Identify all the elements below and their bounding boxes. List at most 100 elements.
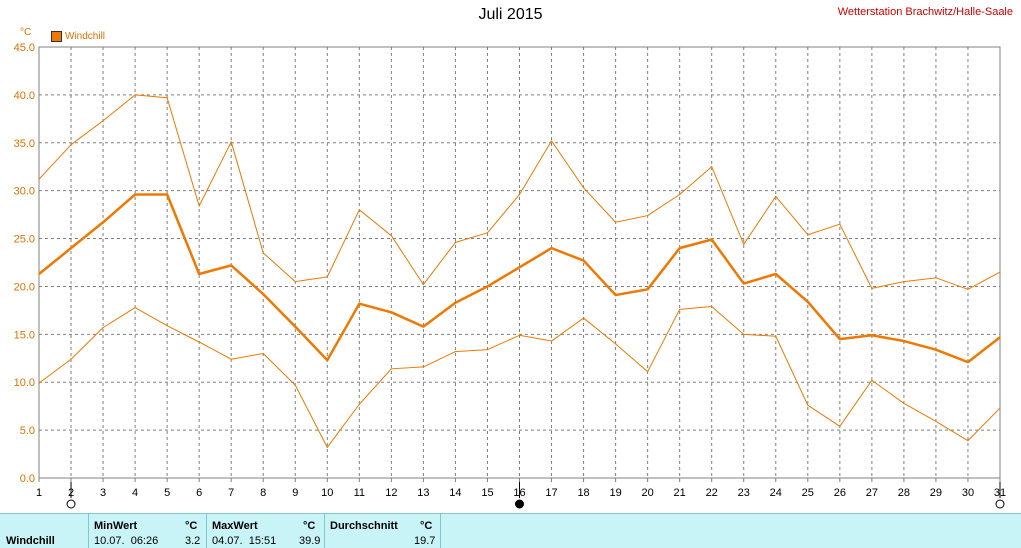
data-point-min [582,317,585,319]
data-point-max [679,193,681,196]
y-tick-label: 10.0 [14,377,35,389]
stats-row-label: Windchill [6,535,55,547]
legend-swatch [51,31,62,42]
data-point-max [839,223,841,225]
data-point-min [486,349,489,351]
data-point-max [615,221,617,223]
x-tick-label: 27 [866,487,878,499]
data-point-max [967,288,969,290]
data-point-avg [294,326,296,328]
data-point-avg [518,266,521,268]
x-tick-label: 6 [196,487,202,499]
avg-unit: °C [420,520,433,532]
data-point-avg [967,361,969,363]
x-tick-label: 9 [292,487,298,499]
data-point-avg [679,247,681,249]
legend-label: Windchill [65,31,106,42]
max-unit: °C [303,520,316,532]
data-point-min [38,382,40,384]
data-point-min [166,325,168,327]
data-point-max [390,235,392,237]
data-point-min [711,305,713,308]
data-point-max [38,178,40,180]
x-tick-label: 24 [770,487,782,499]
data-point-max [647,214,649,217]
data-point-avg [230,264,232,266]
data-point-avg [38,273,40,275]
data-point-avg [486,285,489,288]
data-point-avg [134,193,136,196]
chart-title: Juli 2015 [478,6,543,23]
data-point-min [358,403,360,405]
data-point-avg [326,359,328,361]
table-divider [324,514,325,548]
data-point-min [647,371,649,373]
max-value: 39.9 [299,535,321,547]
chart-grid [39,47,1000,478]
data-point-min [615,343,617,345]
data-point-max [935,277,937,279]
data-point-min [454,350,457,353]
data-point-avg [935,349,937,351]
data-point-min [102,327,104,329]
x-tick-label: 12 [385,487,397,499]
data-point-min [262,352,264,355]
moon-phase-markers [66,482,1005,509]
data-point-max [454,241,457,243]
data-point-avg [775,273,777,275]
y-axis-ticks: 0.0 5.0 10.0 15.0 20.0 25.0 30.0 35.0 40.0 45.0 [14,42,35,485]
data-point-max [871,287,873,289]
data-point-max [999,271,1001,273]
data-point-max [166,97,168,99]
x-tick-label: 14 [449,487,461,499]
x-tick-label: 17 [545,487,557,499]
min-header: MinWert [94,520,138,532]
legend: Windchill [51,31,105,42]
data-point-max [486,232,489,234]
data-point-avg [454,302,457,304]
data-point-min [903,402,905,404]
data-point-min [230,358,232,360]
x-tick-label: 28 [898,487,910,499]
data-point-max [326,276,328,278]
data-point-min [550,340,553,342]
y-tick-label: 0.0 [20,473,35,485]
data-point-max [582,187,585,189]
y-tick-label: 15.0 [14,329,35,341]
stats-table: Windchill MinWert °C 10.07. 06:26 3.2 Ma… [0,513,1021,548]
data-point-min [326,446,328,448]
data-point-avg [807,301,809,303]
data-point-avg [166,193,168,196]
x-tick-label: 21 [674,487,686,499]
moon-full-icon [66,499,76,509]
y-tick-label: 5.0 [20,425,35,437]
table-divider [440,514,441,548]
data-point-avg [550,247,553,249]
data-point-max [262,252,264,254]
data-point-min [679,308,681,311]
x-tick-label: 25 [802,487,814,499]
data-point-min [775,335,777,337]
data-point-avg [102,221,104,223]
data-point-max [518,193,521,196]
x-tick-label: 30 [962,487,974,499]
max-header: MaxWert [212,520,258,532]
data-point-min [743,333,745,335]
x-tick-label: 7 [228,487,234,499]
x-tick-label: 20 [642,487,654,499]
data-point-max [198,205,200,207]
data-point-min [70,358,72,360]
data-point-max [807,234,809,236]
x-tick-label: 19 [609,487,621,499]
windchill-chart: 0.0 5.0 10.0 15.0 20.0 25.0 30.0 35.0 40.0 45.0 1… [14,42,1006,509]
data-point-avg [871,334,873,336]
data-point-max [743,243,745,245]
data-point-max [294,281,296,283]
x-tick-label: 23 [738,487,750,499]
x-tick-label: 5 [164,487,170,499]
data-point-max [134,94,136,96]
data-point-avg [615,294,617,296]
y-tick-label: 20.0 [14,281,35,293]
y-tick-label: 45.0 [14,42,35,54]
data-point-min [935,420,937,423]
